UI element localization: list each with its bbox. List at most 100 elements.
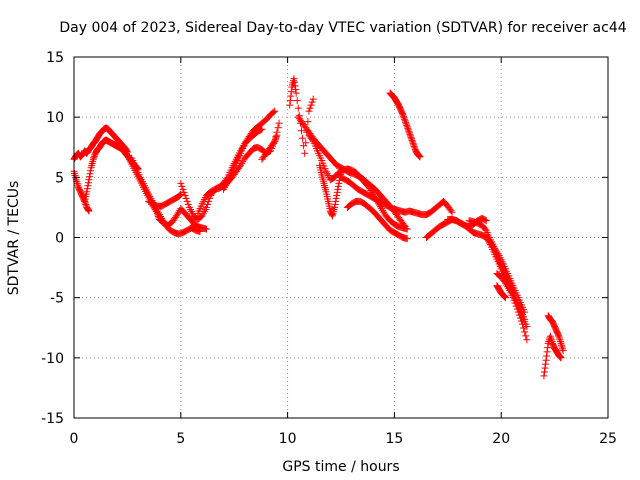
data-point bbox=[407, 133, 415, 141]
data-point bbox=[403, 235, 411, 243]
data-point bbox=[87, 167, 95, 175]
data-point bbox=[540, 368, 548, 376]
data-point bbox=[271, 107, 279, 115]
data-point bbox=[547, 334, 555, 342]
data-point bbox=[270, 139, 278, 147]
data-point bbox=[403, 225, 411, 233]
series-arc-6 bbox=[145, 190, 185, 210]
data-point bbox=[308, 98, 316, 106]
data-point bbox=[556, 353, 564, 361]
data-point bbox=[309, 95, 317, 103]
data-point bbox=[481, 216, 489, 224]
data-point bbox=[272, 133, 280, 141]
data-point bbox=[367, 187, 375, 195]
series-arc-13 bbox=[305, 131, 411, 233]
data-point bbox=[85, 173, 93, 181]
data-point bbox=[515, 311, 523, 319]
data-point bbox=[554, 331, 562, 339]
data-point bbox=[501, 293, 509, 301]
data-point bbox=[405, 127, 413, 135]
data-point bbox=[334, 185, 342, 193]
data-point bbox=[548, 338, 556, 346]
y-tick-label: -15 bbox=[41, 411, 64, 427]
data-point bbox=[410, 141, 418, 149]
data-point bbox=[286, 97, 294, 105]
data-point bbox=[241, 140, 249, 148]
data-point bbox=[380, 208, 388, 216]
data-point bbox=[416, 153, 424, 161]
data-point bbox=[415, 152, 423, 160]
data-point bbox=[89, 155, 97, 163]
data-point bbox=[409, 139, 417, 147]
data-point bbox=[86, 170, 94, 178]
data-point bbox=[305, 107, 313, 115]
data-point bbox=[287, 88, 295, 96]
data-point bbox=[332, 194, 340, 202]
data-marks bbox=[70, 75, 567, 380]
data-point bbox=[447, 207, 455, 215]
data-point bbox=[500, 292, 508, 300]
data-point bbox=[184, 200, 192, 208]
data-point bbox=[547, 336, 555, 344]
data-point bbox=[555, 352, 563, 360]
x-tick-label: 10 bbox=[279, 431, 297, 447]
data-point bbox=[335, 179, 343, 187]
data-point bbox=[410, 142, 418, 150]
y-axis-label: SDTVAR / TECUs bbox=[6, 181, 22, 296]
data-point bbox=[558, 341, 566, 349]
data-point bbox=[337, 167, 345, 175]
data-point bbox=[501, 294, 509, 302]
data-point bbox=[202, 203, 210, 211]
data-point bbox=[379, 206, 387, 214]
series-arc-5 bbox=[128, 154, 204, 238]
data-point bbox=[546, 332, 554, 340]
data-point bbox=[503, 281, 511, 289]
data-point bbox=[558, 343, 566, 351]
data-point bbox=[158, 214, 166, 222]
data-point bbox=[400, 114, 408, 122]
y-tick-label: -5 bbox=[50, 291, 64, 307]
data-point bbox=[82, 200, 90, 208]
data-point bbox=[196, 227, 204, 235]
data-point bbox=[481, 225, 489, 233]
data-point bbox=[332, 197, 340, 205]
data-point bbox=[559, 347, 567, 355]
data-point bbox=[90, 154, 98, 162]
series-arc-25 bbox=[544, 312, 567, 355]
data-point bbox=[292, 89, 300, 97]
data-point bbox=[287, 92, 295, 100]
data-point bbox=[448, 208, 456, 216]
series-arc-7 bbox=[177, 125, 266, 223]
data-point bbox=[307, 101, 315, 109]
data-point bbox=[85, 207, 93, 215]
data-point bbox=[299, 134, 307, 142]
data-point bbox=[548, 317, 556, 325]
data-point bbox=[173, 212, 181, 220]
data-point bbox=[378, 205, 386, 213]
series-arc-11 bbox=[286, 75, 317, 157]
data-point bbox=[404, 126, 412, 134]
data-point bbox=[559, 345, 567, 353]
data-point bbox=[181, 191, 189, 199]
series-arc-21 bbox=[484, 234, 531, 331]
data-point bbox=[504, 283, 512, 291]
x-tick-label: 15 bbox=[385, 431, 403, 447]
data-point bbox=[155, 211, 163, 219]
data-point bbox=[273, 131, 281, 139]
x-tick-label: 0 bbox=[70, 431, 79, 447]
data-point bbox=[304, 118, 312, 126]
series-arc-17 bbox=[386, 89, 424, 161]
data-point bbox=[333, 188, 341, 196]
data-point bbox=[402, 118, 410, 126]
series-arc-15 bbox=[337, 173, 456, 219]
data-point bbox=[556, 338, 564, 346]
data-point bbox=[510, 296, 518, 304]
data-point bbox=[242, 138, 250, 146]
data-point bbox=[272, 134, 280, 142]
data-point bbox=[308, 136, 316, 144]
data-point bbox=[505, 285, 513, 293]
series-arc-9 bbox=[220, 107, 279, 193]
data-point bbox=[297, 127, 305, 135]
data-point bbox=[540, 372, 548, 380]
data-point bbox=[521, 328, 529, 336]
